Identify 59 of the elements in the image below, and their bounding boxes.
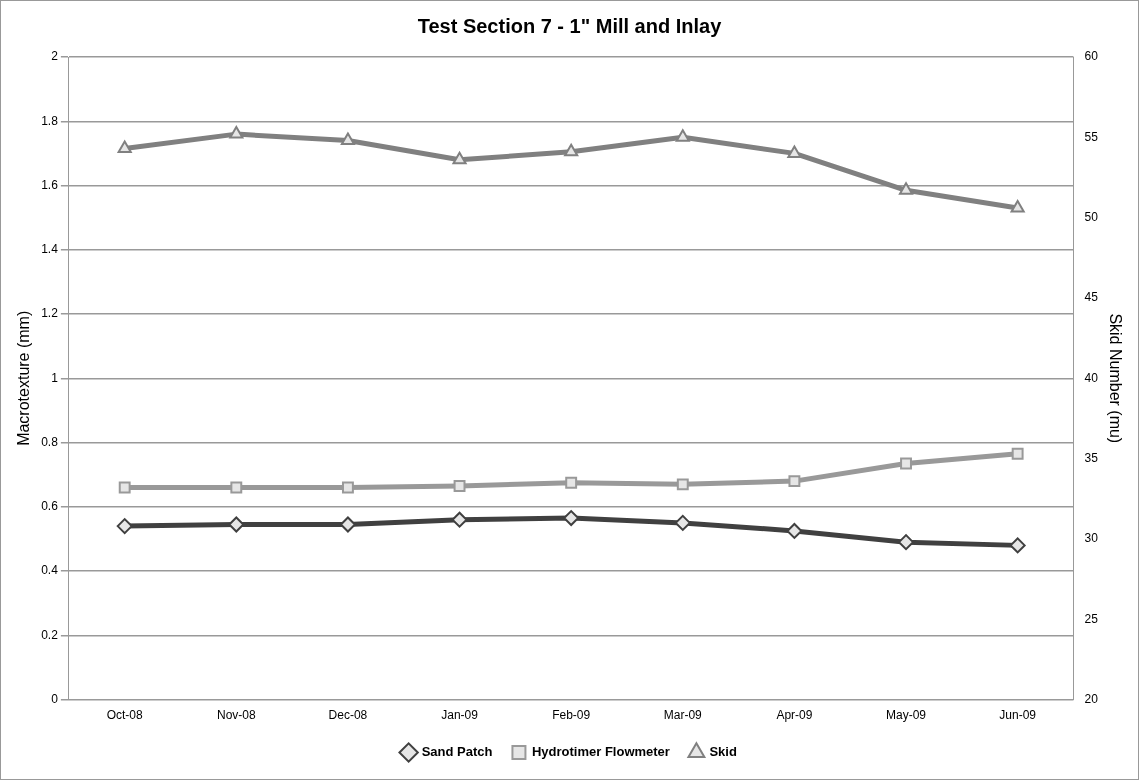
- legend-label: Hydrotimer Flowmeter: [531, 744, 670, 760]
- point: [230, 481, 243, 494]
- y2-tick-label: 50: [1084, 209, 1099, 224]
- point: [787, 145, 802, 158]
- y2-tick-label: 20: [1084, 691, 1099, 706]
- point: [340, 132, 355, 146]
- point: [341, 481, 354, 494]
- point: [676, 478, 689, 491]
- y-tick-label: 1.4: [41, 242, 59, 257]
- y-tick-label: 0.8: [41, 434, 59, 449]
- x-tick-label: Mar-09: [663, 708, 703, 723]
- point: [116, 518, 133, 535]
- y-tick-label: 1: [51, 370, 59, 385]
- y2-axis-title: Skid Number (mu): [1106, 313, 1124, 444]
- y2-tick-label: 40: [1084, 370, 1099, 385]
- point: [786, 522, 803, 539]
- y-tick-label: 1.6: [41, 177, 59, 192]
- y2-tick-label: 60: [1084, 49, 1099, 64]
- point: [675, 129, 690, 142]
- y-axis-title: Macrotexture (mm): [15, 310, 33, 446]
- point: [564, 143, 579, 157]
- x-tick-label: Apr-09: [776, 708, 813, 723]
- point: [898, 182, 914, 195]
- point: [674, 514, 691, 531]
- legend-label: Skid: [709, 744, 737, 760]
- x-tick-label: Jun-09: [999, 708, 1037, 723]
- y-tick-label: 1.2: [41, 306, 59, 321]
- point: [563, 510, 580, 527]
- y-tick-label: 0.4: [41, 563, 59, 578]
- x-tick-label: May-09: [886, 708, 927, 723]
- x-tick-label: Dec-08: [328, 708, 368, 723]
- x-tick-label: Oct-08: [106, 708, 144, 723]
- y2-tick-label: 35: [1084, 450, 1099, 465]
- y2-tick-label: 45: [1084, 290, 1099, 305]
- y2-tick-label: 55: [1084, 129, 1099, 144]
- point: [118, 481, 131, 494]
- point: [900, 457, 912, 470]
- point: [1011, 447, 1024, 460]
- y2-tick-label: 30: [1084, 531, 1099, 546]
- point: [452, 151, 467, 165]
- point: [117, 140, 132, 154]
- chart-title: Test Section 7 - 1" Mill and Inlay: [417, 14, 723, 37]
- point: [788, 475, 801, 488]
- y-tick-label: 0: [51, 691, 59, 706]
- point: [451, 511, 468, 528]
- point: [1009, 537, 1026, 554]
- point: [565, 476, 578, 489]
- x-tick-label: Feb-09: [552, 708, 591, 723]
- y2-tick-label: 25: [1084, 611, 1099, 626]
- y-tick-label: 2: [51, 49, 59, 64]
- point: [229, 126, 244, 139]
- point: [1010, 200, 1025, 213]
- legend-label: Sand Patch: [421, 744, 493, 760]
- point: [453, 479, 466, 492]
- y-tick-label: 0.6: [41, 499, 59, 514]
- x-tick-label: Jan-09: [441, 708, 479, 723]
- x-tick-label: Nov-08: [216, 708, 256, 723]
- y-tick-label: 1.8: [41, 113, 59, 128]
- y-tick-label: 0.2: [41, 627, 59, 642]
